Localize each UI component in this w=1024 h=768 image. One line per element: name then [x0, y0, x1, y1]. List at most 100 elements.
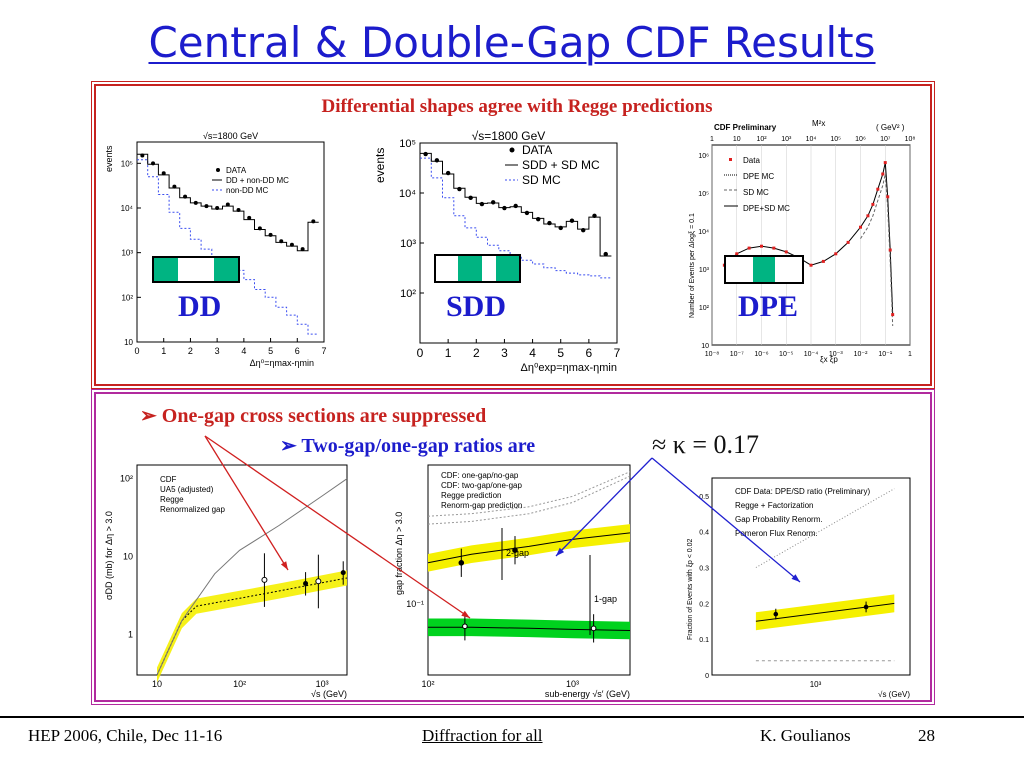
ratio-y-tick-label: 0.2	[699, 601, 709, 608]
dpe-chart-title: CDF Preliminary	[714, 123, 777, 132]
ratio-y-tick-label: 0	[705, 673, 709, 680]
bullet-one-gap: ➢ One-gap cross sections are suppressed	[140, 403, 486, 428]
gapfrac-legend-entry: Renorm-gap prediction	[441, 501, 522, 510]
gapfrac-data-point	[512, 547, 518, 553]
sdd-x-tick-label: 1	[445, 346, 452, 360]
gapfrac-data-point	[462, 623, 468, 630]
sdd-data-point	[547, 220, 552, 226]
sdd-legend-entry: SDD + SD MC	[522, 158, 600, 172]
dd-x-tick-label: 3	[215, 346, 220, 356]
gapfrac-two-gap-band	[428, 524, 630, 572]
dd-x-axis-label: Δη⁰=ηmax-ηmin	[250, 358, 314, 368]
ddxs-x-tick-label: 10²	[233, 679, 246, 689]
ratio-x-tick-label: 10³	[810, 680, 822, 689]
dpe-data-point	[871, 202, 875, 206]
sdd-x-tick-label: 2	[473, 346, 480, 360]
ddxs-data-point-ua5	[261, 576, 268, 583]
arrow-red-to-gapfrac-head	[461, 610, 470, 618]
gapfrac-x-axis-label: sub-energy √s′ (GeV)	[545, 689, 630, 699]
dd-data-point	[151, 161, 156, 166]
bullet-arrow-icon: ➢	[280, 435, 297, 457]
sdd-legend-entry: DATA	[522, 143, 552, 157]
dd-legend-marker-data	[216, 168, 220, 172]
dpe-top-tick-label: 10⁶	[855, 136, 866, 143]
dpe-x-tick-label: 10⁻⁷	[730, 351, 744, 358]
dpe-data-point	[876, 187, 880, 191]
sdd-y-axis-label: events	[373, 148, 387, 183]
sdd-data-point	[569, 218, 575, 223]
sdd-legend-marker-data	[509, 147, 515, 153]
sdd-x-tick-label: 6	[586, 346, 593, 360]
label-dpe: DPE	[738, 290, 798, 323]
dpe-data-point	[888, 248, 892, 252]
dd-y-tick-label: 10³	[121, 249, 133, 258]
sdd-data-point	[445, 170, 451, 176]
dd-data-point	[140, 153, 145, 158]
dpe-x-tick-label: 10⁻⁸	[705, 351, 719, 358]
sdd-x-tick-label: 3	[501, 346, 508, 360]
dpe-data-point	[891, 313, 895, 317]
dpe-legend-entry: Data	[743, 156, 760, 165]
dd-topology-jet-right	[214, 258, 238, 281]
ddxs-y-tick-label: 1	[128, 629, 133, 639]
ddxs-data-point-ua5	[315, 578, 322, 585]
bullet-two-gap: ➢ Two-gap/one-gap ratios are	[280, 433, 535, 458]
dpe-data-point	[772, 246, 776, 250]
dd-data-point	[183, 194, 188, 199]
ratio-y-axis-label: Fraction of Events with ξp < 0.02	[687, 539, 694, 640]
gapfrac-data-point	[590, 625, 597, 632]
ratio-y-tick-label: 0.4	[699, 530, 709, 537]
ddxs-series-renorm	[156, 577, 348, 676]
sdd-data-point	[581, 228, 586, 233]
ddxs-y-tick-label: 10	[123, 552, 133, 562]
label-dd: DD	[178, 290, 222, 323]
ddxs-data-point-cdf	[303, 580, 309, 586]
dd-data-point	[289, 242, 294, 247]
ddxs-chart-frame	[136, 464, 348, 676]
dpe-top-tick-label: 1	[710, 136, 714, 143]
ratio-y-tick-label: 0.1	[699, 637, 709, 644]
sdd-x-tick-label: 5	[557, 346, 564, 360]
dd-y-tick-label: 10	[124, 338, 133, 347]
dd-y-tick-label: 10⁵	[121, 159, 133, 168]
bullet-arrow-icon: ➢	[140, 405, 157, 427]
gapfrac-two-gap-curve	[427, 532, 631, 564]
dd-x-tick-label: 0	[134, 346, 139, 356]
dpe-x-tick-label: 10⁻¹	[878, 351, 892, 358]
dpe-y-tick-label: 10	[701, 343, 709, 350]
ddxs-legend-entry: UA5 (adjusted)	[160, 485, 214, 494]
bottom-results-box	[91, 389, 935, 705]
dpe-legend-entry: DPE MC	[743, 172, 774, 181]
sdd-data-point	[479, 201, 485, 207]
ratio-chart-frame	[711, 477, 911, 676]
ratio-gap-renorm-line	[755, 602, 895, 622]
arrow-red-to-gapfrac	[204, 435, 471, 619]
dd-x-tick-label: 7	[321, 346, 326, 356]
sdd-x-axis-label: Δη⁰exp=ηmax-ηmin	[521, 362, 617, 374]
dpe-top-tick-label: 10⁷	[880, 136, 891, 143]
dpe-legend-entry: DPE+SD MC	[743, 204, 790, 213]
dpe-data-point	[809, 263, 813, 267]
dpe-series-sd-mc	[860, 173, 894, 327]
dpe-data-point	[866, 214, 870, 218]
sdd-data-point	[502, 205, 507, 211]
dpe-data-point	[735, 252, 739, 256]
arrow-red-to-dd-head	[280, 561, 288, 570]
arrow-blue-to-gapfrac-head	[556, 547, 565, 556]
dd-legend-entry: DD + non-DD MC	[226, 176, 289, 185]
sdd-data-point	[558, 225, 563, 231]
ratio-y-tick-label: 0.5	[699, 494, 709, 501]
dd-data-point	[204, 204, 209, 209]
footer-link[interactable]: Diffraction for all	[422, 726, 543, 745]
sdd-topology-jet-right	[496, 256, 519, 281]
sdd-y-tick-label: 10⁴	[399, 188, 416, 200]
dpe-y-tick-label: 10³	[699, 267, 710, 274]
dpe-legend-entry: SD MC	[743, 188, 769, 197]
dd-x-tick-label: 6	[295, 346, 300, 356]
dd-data-point	[225, 202, 230, 207]
ddxs-x-tick-label: 10³	[316, 679, 329, 689]
ddxs-series-regge	[156, 478, 348, 676]
sdd-data-point	[490, 200, 496, 205]
ratio-x-axis-label: √s (GeV)	[878, 690, 910, 699]
